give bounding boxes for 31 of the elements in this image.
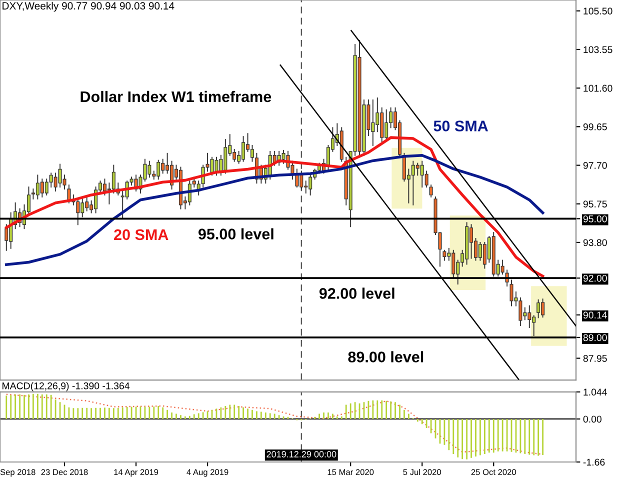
y-tick-label: 0.00 [583,416,602,423]
y-tick-label: 1.044 [584,388,607,396]
chart-title: MACD(12,26,9) -1.390 -1.364 [2,382,130,392]
text: Sep 2018 [0,469,36,477]
ref-line-label: 95.00 level [198,228,274,240]
y-tick-label: 105.50 [584,8,612,15]
y-tick-label: 95.00 [583,215,607,222]
ref-line-label: 2019.12.29 00:00 [266,451,336,458]
y-tick-label: 95.75 [583,200,607,208]
x-tick-label: 14 Apr 2019 [114,469,158,477]
x-tick-label: 15 Mar 2020 [328,469,374,476]
chart-title: DXY,Weekly 90.77 90.94 90.03 90.14 [2,2,174,12]
ref-line-label: 92.00 level [319,288,394,299]
y-tick-label: 97.70 [583,162,607,169]
y-tick-label: 103.55 [584,46,612,54]
annotation: Dollar Index W1 timeframe [80,90,272,102]
y-tick-label: 93.80 [583,239,607,246]
y-tick-label: 90.14 [583,312,607,319]
ref-line-label: 89.00 level [348,351,424,362]
y-tick-label: 92.00 [583,274,607,282]
x-tick-label: 4 Aug 2019 [186,469,228,477]
y-tick-label: -1.66 [583,458,605,466]
y-tick-label: 101.60 [584,84,612,92]
series-label: 50 SMA [434,120,488,132]
x-tick-label: 25 Oct 2020 [471,469,516,476]
x-tick-label: 5 Jul 2020 [403,468,442,476]
y-tick-label: 87.95 [583,354,607,362]
y-tick-label: 99.65 [583,123,607,130]
text: 20 SMA [114,229,168,240]
y-tick-label: 89.00 [583,334,607,342]
x-tick-label: 23 Dec 2018 [41,469,88,476]
